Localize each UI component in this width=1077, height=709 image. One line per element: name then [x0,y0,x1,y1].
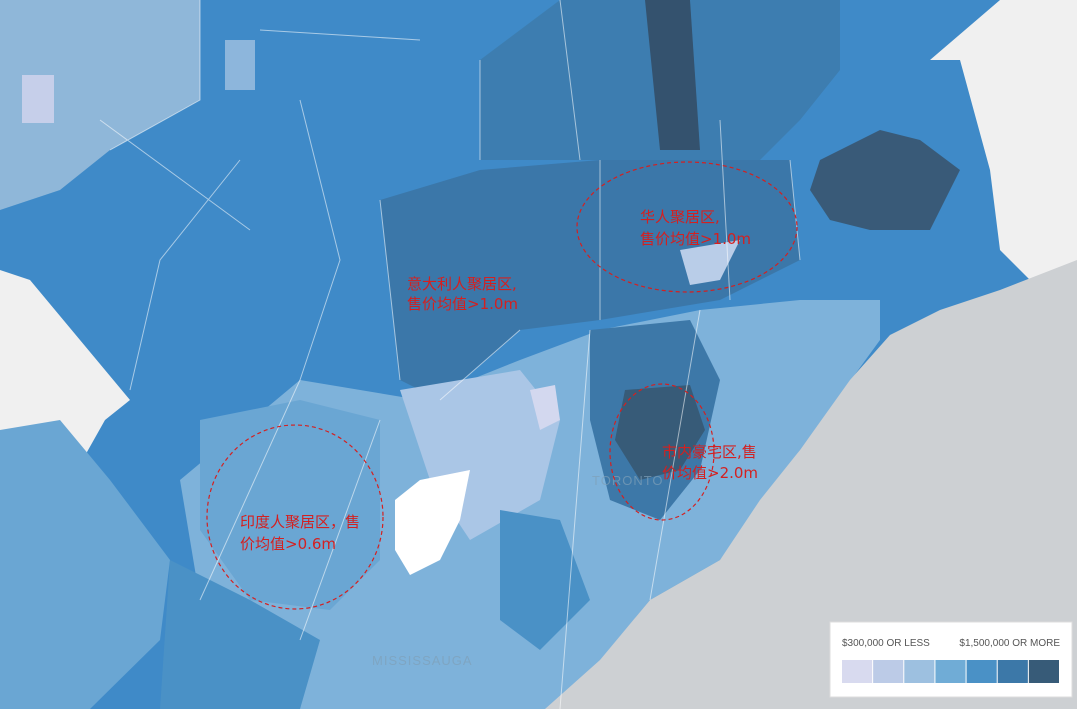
outside-land [930,0,1077,280]
legend-swatch [873,660,904,683]
legend-swatch [904,660,935,683]
annotation-line: 价均值>0.6m [240,535,336,553]
region [400,370,560,540]
annotation: 意大利人聚居区, 售价均值>1.0m [407,275,522,313]
region [645,0,700,150]
annotation-line: 价均值>2.0m [662,464,758,482]
annotation-ring [576,161,798,293]
region [380,160,800,400]
annotation-line: 华人聚居区, [640,208,720,226]
annotation-line: 印度人聚居区，售 [240,513,360,531]
region [0,420,170,709]
annotation-line: 售价均值>1.0m [407,295,518,313]
region [530,385,560,430]
region [160,560,320,709]
legend-box [829,621,1073,698]
unshaded-area [395,470,470,575]
legend-swatch [966,660,997,683]
legend-label: $1,500,000 OR MORE [959,638,1060,649]
region [680,240,740,285]
annotation-line: 市内豪宅区,售 [662,443,757,461]
legend: $300,000 OR LESS $1,500,000 OR MORE [829,621,1073,698]
place-label: MISSISSAUGA [372,653,473,668]
legend-swatch [997,660,1028,683]
region [200,400,380,610]
boundary [99,0,801,709]
place-label: TORONTO [592,473,664,488]
region [810,130,960,230]
annotation-line: 售价均值>1.0m [640,230,751,248]
annotation-ring [206,424,384,610]
annotation-ring [609,383,715,521]
legend-swatch [1028,660,1059,683]
legend-swatch [842,660,873,683]
annotation: 印度人聚居区，售 价均值>0.6m [240,513,365,553]
annotation: 市内豪宅区,售 价均值>2.0m [662,443,762,482]
region [22,75,54,123]
annotation: 华人聚居区, 售价均值>1.0m [640,208,751,248]
lake [545,260,1077,709]
legend-swatch [935,660,966,683]
annotation-line: 意大利人聚居区, [407,275,517,293]
legend-label: $300,000 OR LESS [842,638,930,649]
region [225,40,255,90]
region [0,0,200,210]
